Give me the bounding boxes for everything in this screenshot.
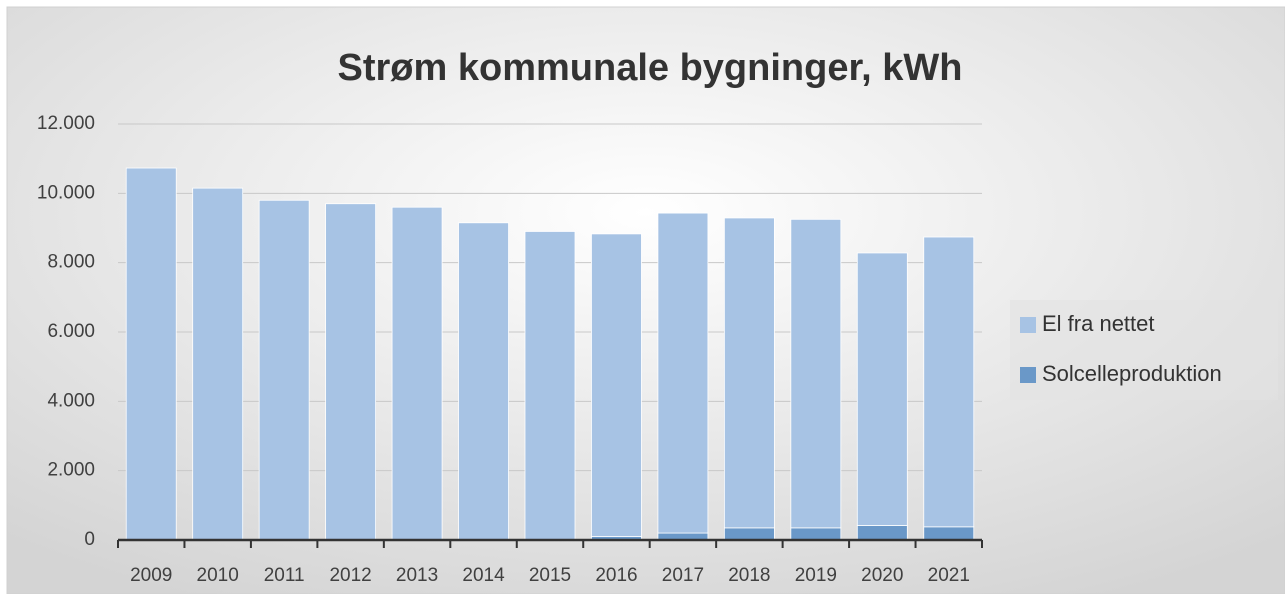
bar-segment (458, 222, 509, 541)
bar-segment (391, 206, 443, 541)
x-tick-label: 2010 (197, 565, 239, 586)
legend-swatch (1020, 367, 1036, 383)
bar-segment (856, 252, 908, 526)
bar-segment (923, 236, 975, 528)
y-tick-label: 12.000 (37, 113, 95, 134)
x-tick-label: 2015 (529, 565, 571, 586)
x-tick-label: 2021 (928, 565, 970, 586)
bar-segment (657, 212, 709, 534)
x-tick-label: 2017 (662, 565, 704, 586)
legend-label: El fra nettet (1042, 311, 1155, 336)
bar-segment (192, 187, 244, 541)
legend-label: Solcelleproduktion (1042, 361, 1222, 386)
x-tick-label: 2014 (462, 565, 505, 586)
bar-segment (325, 203, 377, 541)
bar-segment (790, 527, 842, 541)
x-tick-label: 2009 (130, 565, 172, 586)
bar-segment (856, 525, 908, 541)
x-tick-label: 2013 (396, 565, 438, 586)
x-tick-label: 2011 (264, 565, 305, 586)
legend-box (1010, 300, 1278, 400)
x-tick-label: 2020 (861, 565, 903, 586)
x-tick-label: 2016 (595, 565, 637, 586)
bar-segment (723, 527, 775, 541)
x-tick-label: 2018 (728, 565, 770, 586)
y-tick-label: 6.000 (47, 321, 95, 342)
y-tick-label: 4.000 (47, 390, 95, 411)
bar-segment (125, 167, 177, 541)
y-tick-label: 0 (84, 529, 95, 550)
bar-segment (591, 233, 642, 537)
x-tick-label: 2019 (795, 565, 837, 586)
x-tick-label: 2012 (329, 565, 371, 586)
bar-segment (790, 218, 842, 529)
y-tick-label: 10.000 (37, 182, 95, 203)
y-tick-label: 2.000 (47, 460, 95, 481)
chart-title: Strøm kommunale bygninger, kWh (338, 47, 963, 89)
y-tick-label: 8.000 (47, 252, 95, 273)
bar-segment (923, 526, 975, 541)
bar-segment (258, 199, 310, 541)
bar-segment (723, 217, 775, 529)
legend-swatch (1020, 317, 1036, 333)
bar-segment (524, 231, 576, 541)
